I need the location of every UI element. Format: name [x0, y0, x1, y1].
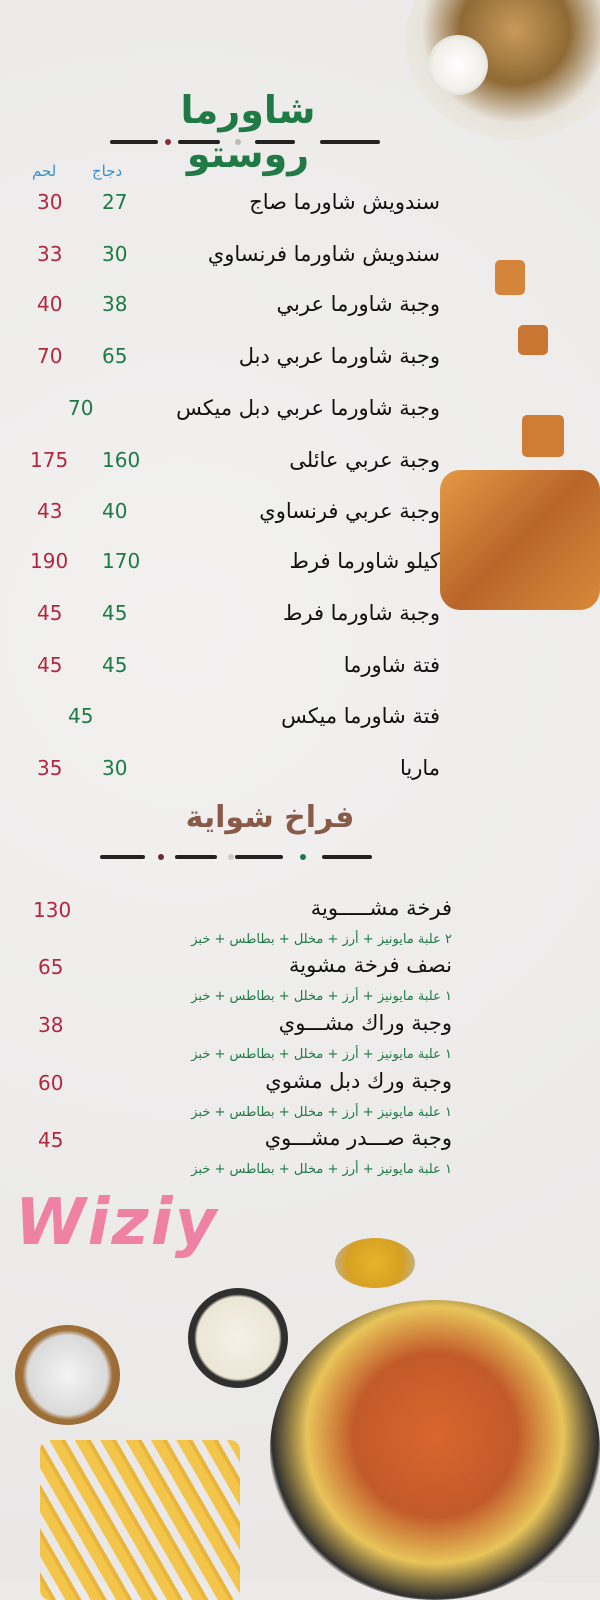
chicken-price: 40 [102, 499, 128, 523]
item-name: وجبة شاورما عربي دبل [238, 344, 440, 368]
menu-item-row: وجبة وراك مشـــوي 38 ١ علبة مايونيز + أرز … [0, 1011, 600, 1067]
item-name: وجبة عربي عائلى [289, 448, 440, 472]
item-name: وجبة وراك مشـــوي [278, 1011, 452, 1035]
menu-item-row: فتة شاورما ميكس 45 [0, 704, 600, 744]
menu-item-row: سندويش شاورما فرنساوي 30 33 [0, 242, 600, 282]
chicken-price: 30 [102, 242, 128, 266]
title-divider [100, 854, 430, 863]
shawarma-bits-image [522, 415, 564, 457]
item-name: وجبة عربي فرنساوي [259, 499, 440, 523]
menu-item-row: كيلو شاورما فرط 170 190 [0, 549, 600, 589]
menu-item-row: وجبة شاورما فرط 45 45 [0, 601, 600, 641]
meat-price: 175 [30, 448, 69, 472]
garlic-sauce-bowl-image [428, 35, 488, 95]
chicken-price: 45 [102, 653, 128, 677]
menu-item-row: وجبة عربي فرنساوي 40 43 [0, 499, 600, 539]
meat-price: 40 [37, 292, 63, 316]
item-name: فرخة مشـــــوية [310, 896, 452, 920]
meat-price: 35 [37, 756, 63, 780]
salt-bowl-image [15, 1325, 120, 1425]
chicken-price: 38 [102, 292, 128, 316]
shawarma-bits-image [518, 325, 548, 355]
meat-price: 45 [37, 653, 63, 677]
item-name: كيلو شاورما فرط [289, 549, 440, 573]
item-name: وجبة صـــدر مشـــوي [264, 1126, 452, 1150]
item-sides: ١ علبة مايونيز + أرز + مخلل + بطاطس + خب… [191, 1047, 452, 1062]
item-sides: ٢ علبة مايونيز + أرز + مخلل + بطاطس + خب… [191, 932, 452, 947]
meat-price: 43 [37, 499, 63, 523]
chicken-price: 160 [102, 448, 141, 472]
chicken-price: 27 [102, 190, 128, 214]
price: 38 [38, 1013, 64, 1037]
meat-price: 33 [37, 242, 63, 266]
meat-price: 190 [30, 549, 69, 573]
item-name: وجبة ورك دبل مشوي [265, 1069, 452, 1093]
price: 70 [68, 396, 94, 420]
item-sides: ١ علبة مايونيز + أرز + مخلل + بطاطس + خب… [191, 1162, 452, 1177]
menu-item-row: نصف فرخة مشوية 65 ١ علبة مايونيز + أرز + م… [0, 953, 600, 1009]
price: 65 [38, 955, 64, 979]
spice-spoon-image [335, 1238, 415, 1288]
shawarma-bits-image [495, 260, 525, 295]
menu-item-row: ماريا 30 35 [0, 756, 600, 796]
section-title-shawarma: شاورما روستو [180, 88, 316, 176]
menu-item-row: سندويش شاورما صاج 27 30 [0, 190, 600, 230]
item-sides: ١ علبة مايونيز + أرز + مخلل + بطاطس + خب… [191, 1105, 452, 1120]
item-name: وجبة شاورما عربي دبل ميكس [176, 396, 440, 420]
item-name: فتة شاورما ميكس [281, 704, 440, 728]
price: 45 [68, 704, 94, 728]
title-divider [110, 139, 380, 148]
watermark: Wiziy [15, 1186, 219, 1260]
meat-price: 45 [37, 601, 63, 625]
chicken-price: 45 [102, 601, 128, 625]
item-name: ماريا [399, 756, 440, 780]
item-name: وجبة شاورما فرط [282, 601, 440, 625]
meat-price: 30 [37, 190, 63, 214]
price: 130 [33, 898, 72, 922]
chicken-price: 65 [102, 344, 128, 368]
menu-item-row: وجبة ورك دبل مشوي 60 ١ علبة مايونيز + أرز … [0, 1069, 600, 1125]
grilled-chicken-plate-image [270, 1300, 600, 1600]
column-header-meat: لحم [32, 162, 57, 180]
menu-item-row: فرخة مشـــــوية 130 ٢ علبة مايونيز + أرز +… [0, 896, 600, 952]
menu-item-row: فتة شاورما 45 45 [0, 653, 600, 693]
item-name: فتة شاورما [343, 653, 440, 677]
section-title-grilled-chicken: فراخ شواية [185, 800, 355, 835]
column-header-chicken: دجاج [92, 162, 123, 180]
mayo-bowl-image [188, 1288, 288, 1388]
menu-item-row: وجبة شاورما عربي 38 40 [0, 292, 600, 332]
item-sides: ١ علبة مايونيز + أرز + مخلل + بطاطس + خب… [191, 989, 452, 1004]
menu-item-row: وجبة صـــدر مشـــوي 45 ١ علبة مايونيز + أر… [0, 1126, 600, 1182]
menu-item-row: وجبة شاورما عربي دبل ميكس 70 [0, 396, 600, 436]
meat-price: 70 [37, 344, 63, 368]
shawarma-pieces-image [440, 470, 600, 610]
menu-item-row: وجبة عربي عائلى 160 175 [0, 448, 600, 488]
price: 45 [38, 1128, 64, 1152]
item-name: سندويش شاورما فرنساوي [207, 242, 440, 266]
item-name: سندويش شاورما صاج [249, 190, 440, 214]
item-name: وجبة شاورما عربي [276, 292, 440, 316]
fries-image [40, 1440, 240, 1600]
chicken-price: 170 [102, 549, 141, 573]
menu-item-row: وجبة شاورما عربي دبل 65 70 [0, 344, 600, 384]
item-name: نصف فرخة مشوية [289, 953, 452, 977]
price: 60 [38, 1071, 64, 1095]
chicken-price: 30 [102, 756, 128, 780]
